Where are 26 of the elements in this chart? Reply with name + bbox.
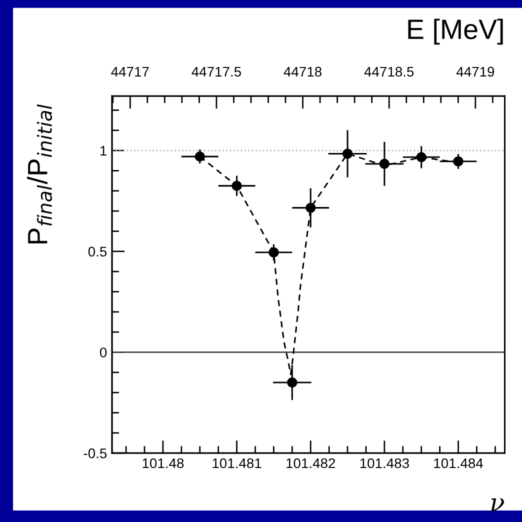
point — [232, 180, 242, 191]
x2-tick-label: 44717.5 — [192, 66, 241, 77]
x2-axis-title: E [MeV] — [408, 18, 503, 45]
point — [453, 156, 464, 166]
x-tick-label: 101.484 — [434, 458, 483, 468]
x2-tick-label: 44717 — [111, 66, 149, 76]
point — [416, 152, 426, 162]
y-tick-label: 1 — [100, 146, 106, 156]
point — [306, 202, 316, 213]
y-tick-label: 0.5 — [88, 246, 107, 257]
x-axis-title: ν — [491, 498, 504, 512]
point — [342, 148, 353, 159]
x-tick-label: 101.48 — [142, 458, 184, 468]
x2-tick-label: 44719 — [456, 66, 494, 77]
x-tick-label: 101.481 — [212, 458, 262, 468]
x-tick-label: 101.482 — [286, 458, 336, 468]
point — [194, 151, 205, 162]
y-tick-label: -0.5 — [84, 448, 107, 458]
y-tick-label: 0 — [100, 348, 107, 358]
point — [287, 377, 298, 388]
point — [268, 247, 279, 258]
point — [379, 158, 390, 169]
x-tick-label: 101.483 — [360, 458, 409, 468]
x2-tick-label: 44718.5 — [364, 66, 414, 77]
y-axis-title: P$_{final}$/P$_{initial}$ — [27, 104, 52, 244]
x2-tick-label: 44718 — [284, 66, 322, 77]
